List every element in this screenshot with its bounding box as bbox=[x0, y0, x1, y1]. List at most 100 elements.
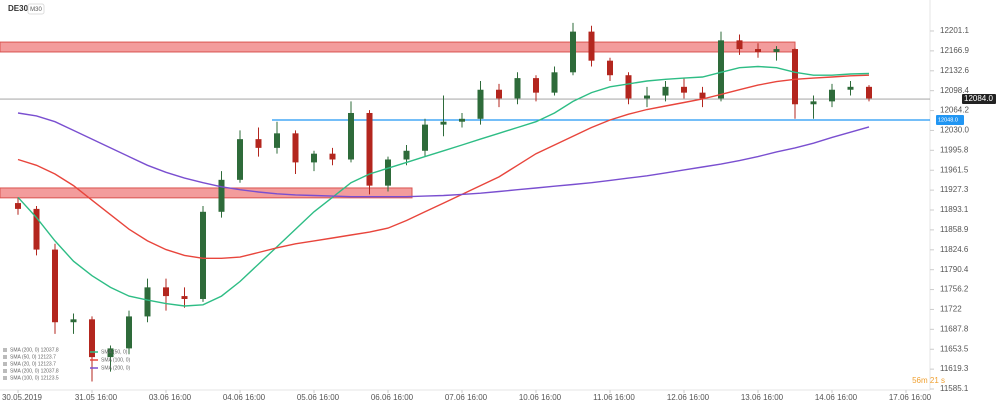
candle-body bbox=[773, 49, 780, 52]
y-tick-label: 11722 bbox=[940, 305, 962, 314]
resistance-zone bbox=[0, 187, 413, 199]
legend-entry: SMA (50, 0) 12123.7 bbox=[10, 354, 56, 360]
candle-body bbox=[33, 208, 40, 250]
price-label: 12084.0 bbox=[964, 94, 993, 103]
y-tick-label: 12166.9 bbox=[940, 46, 969, 55]
candle-body bbox=[847, 86, 854, 90]
y-tick-label: 11653.5 bbox=[940, 344, 969, 353]
candle-body bbox=[607, 60, 613, 76]
legend-swatch bbox=[3, 376, 7, 380]
x-tick-label: 03.06 16:00 bbox=[149, 393, 192, 402]
candle-body bbox=[237, 139, 243, 180]
price-label-bg bbox=[936, 114, 964, 125]
candle-body bbox=[699, 92, 706, 99]
y-tick-label: 11893.1 bbox=[940, 205, 969, 214]
candle-body bbox=[366, 112, 373, 186]
y-tick-label: 12098.4 bbox=[940, 86, 969, 95]
candle-body bbox=[385, 159, 391, 186]
y-tick-label: 11756.2 bbox=[940, 285, 969, 294]
y-tick-label: 12132.6 bbox=[940, 66, 969, 75]
y-tick-label: 11687.8 bbox=[940, 324, 969, 333]
legend-entry: SMA (200, 0) 12037.8 bbox=[10, 347, 59, 353]
legend-swatch bbox=[3, 348, 7, 352]
legend-entry: SMA (100, 0) 12123.5 bbox=[10, 375, 59, 381]
x-tick-label: 12.06 16:00 bbox=[667, 393, 710, 402]
candle-body bbox=[477, 89, 484, 119]
candle-body bbox=[107, 348, 114, 358]
candle-body bbox=[292, 133, 299, 163]
y-tick-label: 11961.5 bbox=[940, 165, 969, 174]
candle-body bbox=[329, 153, 336, 160]
candle-body bbox=[15, 203, 21, 209]
candle-body bbox=[551, 72, 558, 93]
candle-body bbox=[274, 133, 280, 148]
candle-body bbox=[70, 319, 77, 323]
candle-body bbox=[218, 179, 225, 212]
legend-swatch bbox=[3, 355, 7, 359]
candle-body bbox=[533, 78, 539, 93]
candle-body bbox=[422, 124, 428, 151]
candle-body bbox=[459, 118, 465, 122]
candle-body bbox=[89, 319, 95, 358]
y-tick-label: 11824.6 bbox=[940, 245, 969, 254]
x-tick-label: 10.06 16:00 bbox=[519, 393, 562, 402]
legend-swatch bbox=[3, 369, 7, 373]
x-tick-label: 05.06 16:00 bbox=[297, 393, 340, 402]
candle-body bbox=[792, 49, 798, 105]
y-tick-label: 12064.2 bbox=[940, 106, 969, 115]
candle-body bbox=[662, 86, 669, 96]
y-tick-label: 11790.4 bbox=[940, 265, 969, 274]
symbol: DE30 bbox=[8, 4, 29, 13]
x-tick-label: 14.06 16:00 bbox=[815, 393, 858, 402]
candle-body bbox=[52, 249, 58, 323]
candle-body bbox=[403, 150, 410, 160]
candle-body bbox=[570, 31, 576, 73]
candle-body bbox=[440, 121, 447, 125]
timeframe-button[interactable] bbox=[27, 3, 45, 15]
x-tick-label: 30.05.2019 bbox=[2, 393, 43, 402]
candle-body bbox=[514, 78, 521, 99]
candle-body bbox=[144, 287, 151, 317]
candle-body bbox=[348, 112, 354, 160]
x-tick-label: 06.06 16:00 bbox=[371, 393, 414, 402]
y-tick-label: 11927.3 bbox=[940, 185, 969, 194]
x-tick-label: 07.06 16:00 bbox=[445, 393, 488, 402]
candle-body bbox=[829, 89, 835, 102]
candle-body bbox=[681, 86, 687, 93]
candle-body bbox=[163, 287, 169, 297]
candle-body bbox=[181, 296, 188, 299]
legend-name: SMA (200, 0) bbox=[101, 365, 131, 371]
x-tick-label: 11.06 16:00 bbox=[593, 393, 635, 402]
candle-body bbox=[866, 86, 872, 99]
moving-average bbox=[17, 65, 870, 307]
price-label-bg bbox=[962, 94, 996, 105]
candle-body bbox=[200, 211, 206, 299]
candle-body bbox=[755, 49, 761, 52]
legend-swatch bbox=[3, 362, 7, 366]
legend-name: SMA (50, 0) bbox=[101, 349, 128, 355]
candle-body bbox=[311, 153, 317, 163]
candle-body bbox=[588, 31, 595, 61]
candle-body bbox=[718, 40, 724, 99]
resistance-zone bbox=[0, 41, 796, 53]
x-tick-label: 31.05 16:00 bbox=[75, 393, 118, 402]
moving-average bbox=[17, 112, 870, 198]
y-tick-label: 11995.8 bbox=[940, 145, 969, 154]
y-tick-label: 11619.3 bbox=[940, 364, 969, 373]
candle-body bbox=[126, 316, 132, 349]
legend-name: SMA (100, 0) bbox=[101, 357, 131, 363]
candle-body bbox=[625, 75, 632, 99]
timeframe[interactable]: M30 bbox=[30, 7, 42, 13]
countdown: 56m 21 s bbox=[912, 376, 945, 385]
moving-average bbox=[17, 74, 870, 259]
y-tick-label: 11585.1 bbox=[940, 384, 969, 393]
x-tick-label: 04.06 16:00 bbox=[223, 393, 266, 402]
y-tick-label: 12201.1 bbox=[940, 26, 969, 35]
candle-body bbox=[644, 95, 650, 99]
candle-body bbox=[255, 139, 262, 148]
candle-body bbox=[736, 40, 743, 50]
x-tick-label: 13.06 16:00 bbox=[741, 393, 784, 402]
y-tick-label: 12030.0 bbox=[940, 126, 969, 135]
